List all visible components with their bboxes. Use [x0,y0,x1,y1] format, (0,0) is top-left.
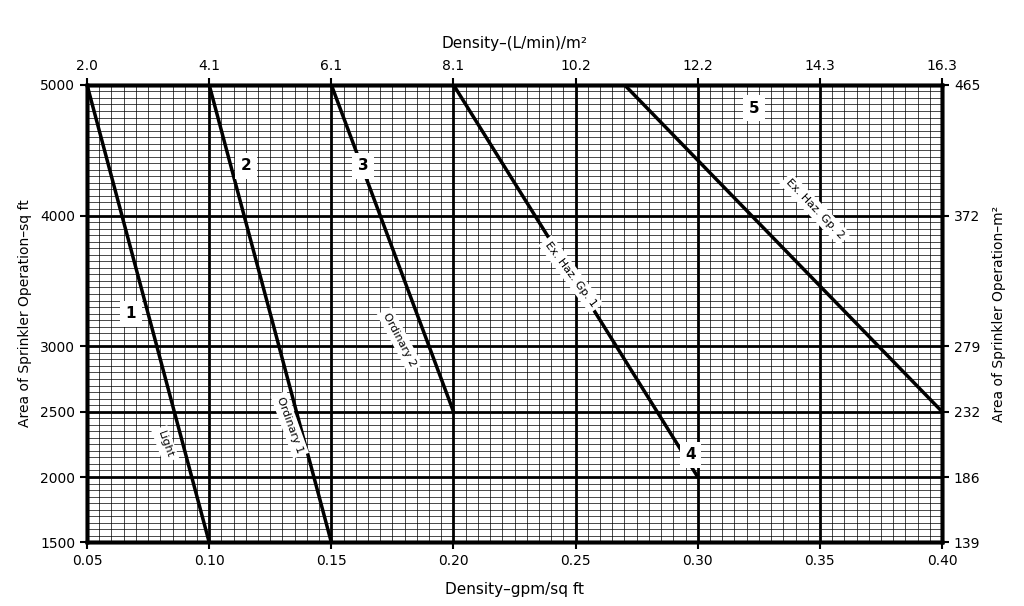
Text: Light: Light [156,430,175,459]
Text: Ordinary 2: Ordinary 2 [381,311,418,368]
Text: Ordinary 1: Ordinary 1 [275,395,304,454]
Text: Ex. Haz. Gp. 2: Ex. Haz. Gp. 2 [784,177,846,241]
Text: 1: 1 [126,306,136,321]
Text: 5: 5 [749,101,759,116]
Text: 2: 2 [241,158,251,173]
Text: 3: 3 [357,158,369,173]
Y-axis label: Area of Sprinkler Operation–sq ft: Area of Sprinkler Operation–sq ft [17,200,32,427]
Text: Ex. Haz. Gp. 1: Ex. Haz. Gp. 1 [543,240,598,309]
X-axis label: Density–(L/min)/m²: Density–(L/min)/m² [441,36,588,51]
Y-axis label: Area of Sprinkler Operation–m²: Area of Sprinkler Operation–m² [991,205,1006,422]
Text: 4: 4 [685,447,695,462]
X-axis label: Density–gpm/sq ft: Density–gpm/sq ft [445,582,584,597]
